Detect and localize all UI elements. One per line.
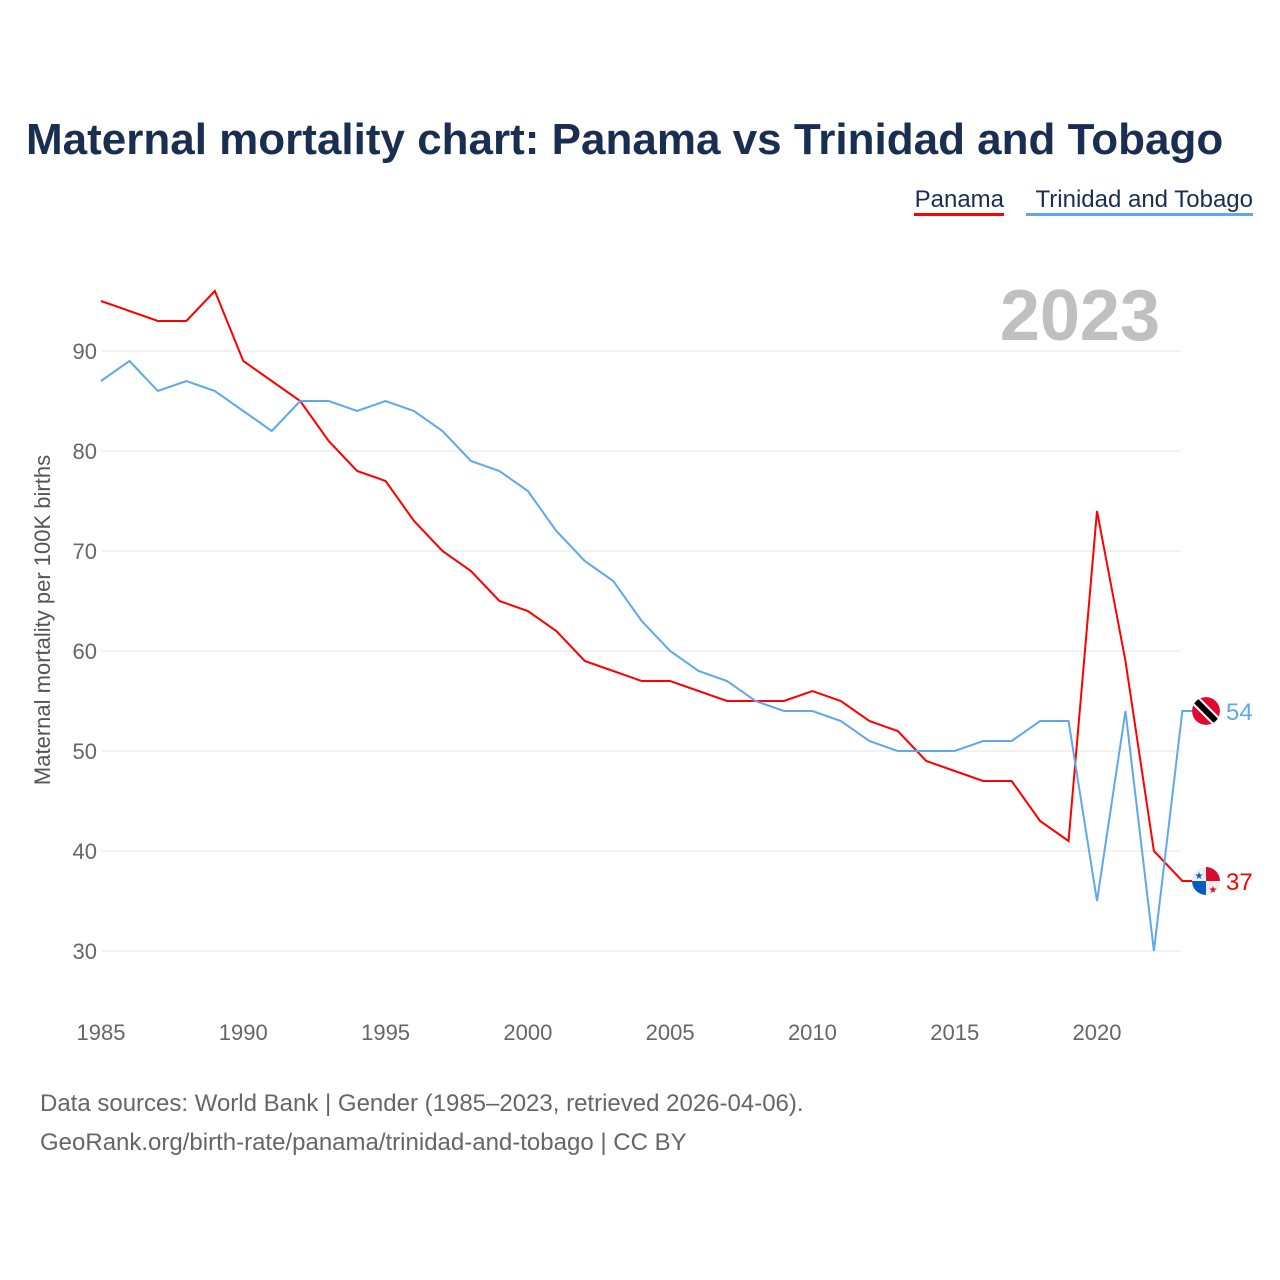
y-tick-label: 60 (73, 639, 97, 664)
y-tick-label: 80 (73, 439, 97, 464)
x-tick-label: 2000 (503, 1020, 552, 1045)
x-tick-label: 1995 (361, 1020, 410, 1045)
legend-panama-swatch (914, 213, 1004, 216)
y-tick-label: 70 (73, 539, 97, 564)
end-value-label: 54 (1226, 699, 1253, 726)
series-line-panama (100, 289, 1193, 882)
x-tick-label: 2015 (930, 1020, 979, 1045)
footer-source: Data sources: World Bank | Gender (1985–… (40, 1090, 804, 1117)
footer-url[interactable]: GeoRank.org/birth-rate/panama/trinidad-a… (40, 1129, 687, 1156)
legend-trinidad-swatch (1026, 213, 1253, 216)
legend: Panama Trinidad and Tobago (914, 186, 1253, 216)
y-axis-label: Maternal mortality per 100K births (30, 455, 55, 785)
svg-text:★: ★ (1209, 885, 1218, 896)
y-tick-label: 30 (73, 939, 97, 964)
end-value-label: 37 (1226, 869, 1253, 896)
panama-flag-icon: ★★ (1192, 867, 1220, 896)
svg-text:★: ★ (1195, 871, 1204, 882)
x-tick-label: 2005 (646, 1020, 695, 1045)
y-tick-label: 90 (73, 339, 97, 364)
legend-panama[interactable]: Panama (915, 186, 1005, 213)
trinidad-flag-icon (1192, 697, 1220, 725)
x-tick-label: 1990 (219, 1020, 268, 1045)
legend-trinidad[interactable]: Trinidad and Tobago (1036, 186, 1254, 213)
y-tick-label: 50 (73, 739, 97, 764)
year-label: 2023 (1000, 276, 1160, 356)
x-tick-label: 1985 (77, 1020, 126, 1045)
series-line-trinidad (100, 359, 1193, 952)
x-tick-label: 2020 (1073, 1020, 1122, 1045)
chart-title: Maternal mortality chart: Panama vs Trin… (26, 115, 1223, 164)
x-tick-label: 2010 (788, 1020, 837, 1045)
y-tick-label: 40 (73, 839, 97, 864)
